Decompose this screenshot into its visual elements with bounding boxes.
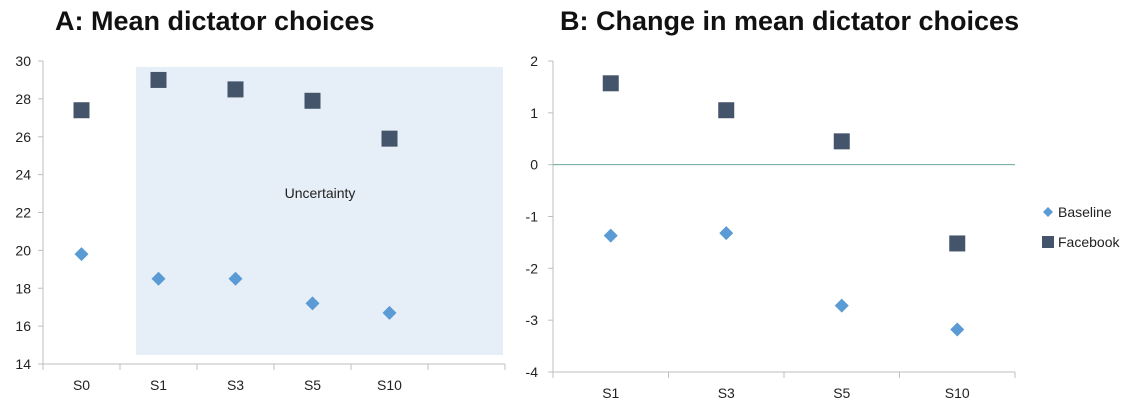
chart-b-point-facebook xyxy=(833,133,850,150)
chart-b-y-tick-label: -2 xyxy=(526,260,539,276)
chart-a-x-tick-label: S1 xyxy=(150,377,167,393)
uncertainty-region xyxy=(136,67,503,355)
chart-b-point-facebook xyxy=(718,102,735,119)
chart-a-point-baseline xyxy=(305,296,320,311)
chart-a-x-tick-label: S10 xyxy=(377,377,402,393)
chart-a-point-baseline xyxy=(382,305,397,320)
chart-b-point-baseline xyxy=(950,322,965,337)
chart-a-point-facebook xyxy=(381,130,398,147)
chart-a-point-baseline xyxy=(74,247,89,262)
chart-a-y-tick-label: 26 xyxy=(15,129,31,145)
chart-a-x-tick-label: S0 xyxy=(73,377,90,393)
chart-b-point-facebook xyxy=(602,75,619,92)
chart-a-x-tick-label: S3 xyxy=(227,377,244,393)
chart-b-y-tick-label: -1 xyxy=(526,209,539,225)
chart-a-point-facebook xyxy=(73,102,90,119)
chart-b-x-tick-label: S10 xyxy=(945,385,970,401)
chart-b-y-tick-label: 0 xyxy=(530,157,538,173)
chart-a-y-tick-label: 28 xyxy=(15,91,31,107)
chart-a-point-baseline xyxy=(228,271,243,286)
legend-label-facebook: Facebook xyxy=(1058,234,1120,250)
chart-a-point-facebook xyxy=(150,71,167,88)
chart-a-y-tick-label: 14 xyxy=(15,356,31,372)
chart-a-y-tick-label: 16 xyxy=(15,318,31,334)
chart-a-y-tick-label: 22 xyxy=(15,205,31,221)
chart-a-point-baseline xyxy=(151,271,166,286)
chart-b-y-tick-label: 1 xyxy=(530,105,538,121)
chart-a-y-tick-label: 24 xyxy=(15,167,31,183)
chart-b-point-baseline xyxy=(719,226,734,241)
legend-marker-facebook xyxy=(1042,236,1054,248)
chart-b-y-tick-label: 2 xyxy=(530,53,538,69)
chart-a-point-facebook xyxy=(304,92,321,109)
chart-b-title: B: Change in mean dictator choices xyxy=(560,6,1020,36)
chart-a-y-tick-label: 18 xyxy=(15,280,31,296)
legend-marker-baseline xyxy=(1043,207,1053,217)
chart-b-y-tick-label: -4 xyxy=(526,364,539,380)
chart-b-point-baseline xyxy=(834,298,849,313)
chart-b-point-facebook xyxy=(949,235,966,252)
chart-a-x-tick-label: S5 xyxy=(304,377,321,393)
chart-a-point-facebook xyxy=(227,81,244,98)
chart-b-y-tick-label: -3 xyxy=(526,312,539,328)
chart-b-x-tick-label: S3 xyxy=(718,385,735,401)
chart-a-y-tick-label: 30 xyxy=(15,53,31,69)
chart-a-y-tick-label: 20 xyxy=(15,242,31,258)
legend-label-baseline: Baseline xyxy=(1058,204,1112,220)
chart-a-title: A: Mean dictator choices xyxy=(55,6,375,36)
chart-b-x-tick-label: S5 xyxy=(833,385,850,401)
chart-b-point-baseline xyxy=(603,228,618,243)
uncertainty-label: Uncertainty xyxy=(285,185,356,201)
chart-b-x-tick-label: S1 xyxy=(602,385,619,401)
